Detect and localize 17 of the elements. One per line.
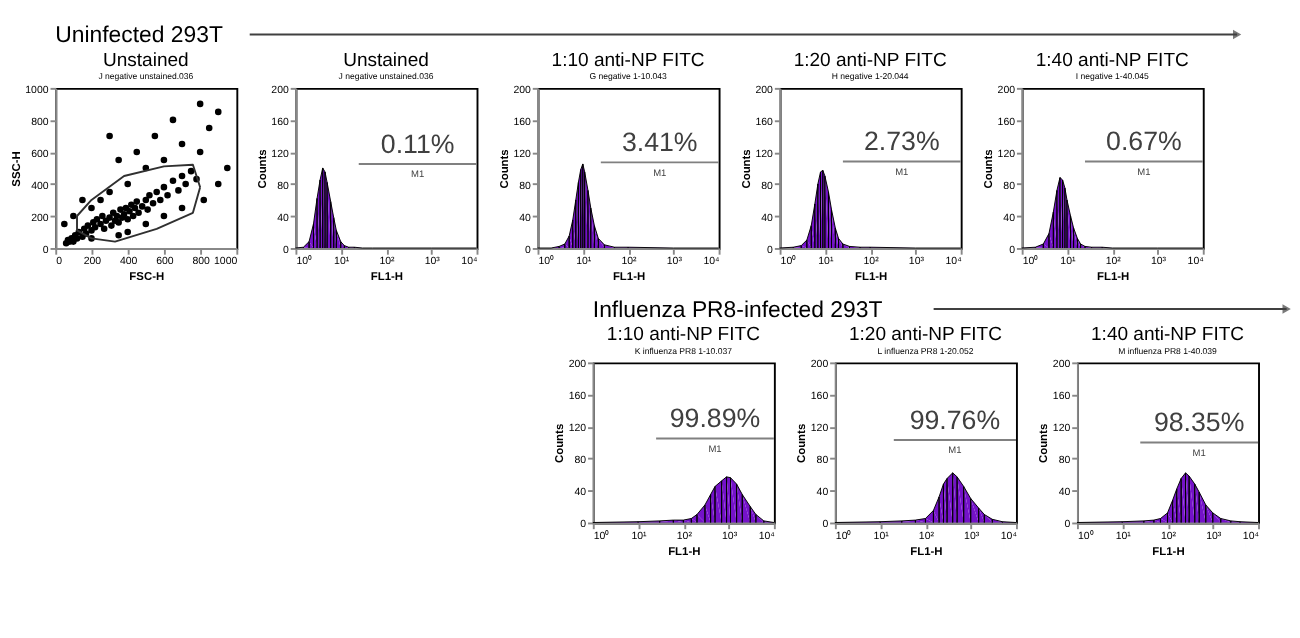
annotation: 2.73% xyxy=(864,126,940,157)
chart-title: 1:40 anti-NP FITC xyxy=(1091,324,1245,347)
annotation: 3.41% xyxy=(621,126,698,157)
chart-title: 1:10 anti-NP FITC xyxy=(606,324,761,347)
annotation: 98.35% xyxy=(1153,407,1245,438)
text: Influenza PR8-infected 293T xyxy=(592,298,883,323)
text: Uninfected 293T xyxy=(55,24,223,49)
chart-title: Unstained xyxy=(102,49,189,72)
chart-title: Unstained xyxy=(343,49,429,72)
chart-title: 1:10 anti-NP FITC xyxy=(551,49,705,72)
annotation: 0.67% xyxy=(1106,126,1182,157)
chart-title: 1:40 anti-NP FITC xyxy=(1035,49,1189,72)
annotation: 99.76% xyxy=(909,404,1001,435)
annotation: 0.11% xyxy=(380,128,455,159)
chart-title: 1:20 anti-NP FITC xyxy=(848,324,1003,347)
chart-title: 1:20 anti-NP FITC xyxy=(793,49,947,72)
annotation: 99.89% xyxy=(669,403,761,434)
